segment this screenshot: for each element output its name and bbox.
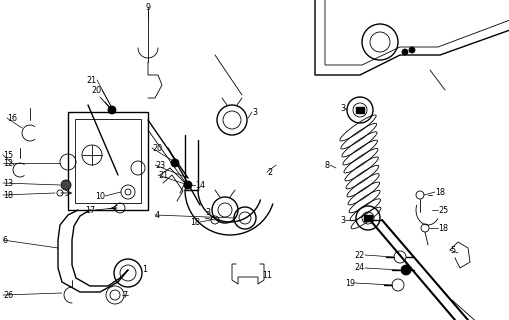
Text: 3: 3	[251, 108, 257, 116]
Text: 18: 18	[190, 218, 200, 227]
Circle shape	[108, 106, 116, 114]
Text: 10: 10	[95, 191, 105, 201]
Text: 25: 25	[437, 205, 447, 214]
Text: 17: 17	[84, 205, 95, 214]
Bar	[75, 119, 140, 203]
Text: 26: 26	[3, 291, 13, 300]
Circle shape	[401, 49, 407, 55]
Text: 22: 22	[354, 251, 364, 260]
Text: 18: 18	[434, 188, 444, 196]
Circle shape	[400, 265, 410, 275]
Text: 4: 4	[155, 211, 160, 220]
Text: 21: 21	[87, 76, 97, 84]
Text: 13: 13	[3, 179, 13, 188]
Text: 21: 21	[158, 171, 168, 180]
Bar	[68, 112, 148, 210]
Text: 6: 6	[3, 236, 8, 244]
Text: 9: 9	[145, 3, 150, 12]
Text: 3: 3	[340, 215, 344, 225]
Text: 5: 5	[449, 245, 454, 254]
Text: 3: 3	[205, 207, 210, 217]
Text: 15: 15	[3, 150, 13, 159]
Text: 16: 16	[7, 114, 17, 123]
Text: 23: 23	[155, 161, 165, 170]
Text: 20: 20	[92, 85, 102, 94]
Text: 24: 24	[354, 263, 364, 273]
Text: 18: 18	[3, 190, 13, 199]
Text: 7: 7	[122, 291, 127, 300]
Circle shape	[408, 47, 414, 53]
Bar	[355, 107, 363, 113]
Text: 12: 12	[3, 158, 13, 167]
Circle shape	[184, 181, 191, 189]
Text: 1: 1	[142, 266, 147, 275]
Text: 20: 20	[152, 143, 162, 153]
Circle shape	[171, 159, 179, 167]
Text: 19: 19	[344, 278, 354, 287]
Text: 8: 8	[324, 161, 329, 170]
Text: 11: 11	[262, 270, 271, 279]
Text: 18: 18	[437, 223, 447, 233]
Text: 14: 14	[194, 180, 205, 189]
Text: 3: 3	[340, 103, 344, 113]
Text: 2: 2	[267, 167, 272, 177]
Circle shape	[61, 180, 71, 190]
Bar	[363, 215, 371, 221]
